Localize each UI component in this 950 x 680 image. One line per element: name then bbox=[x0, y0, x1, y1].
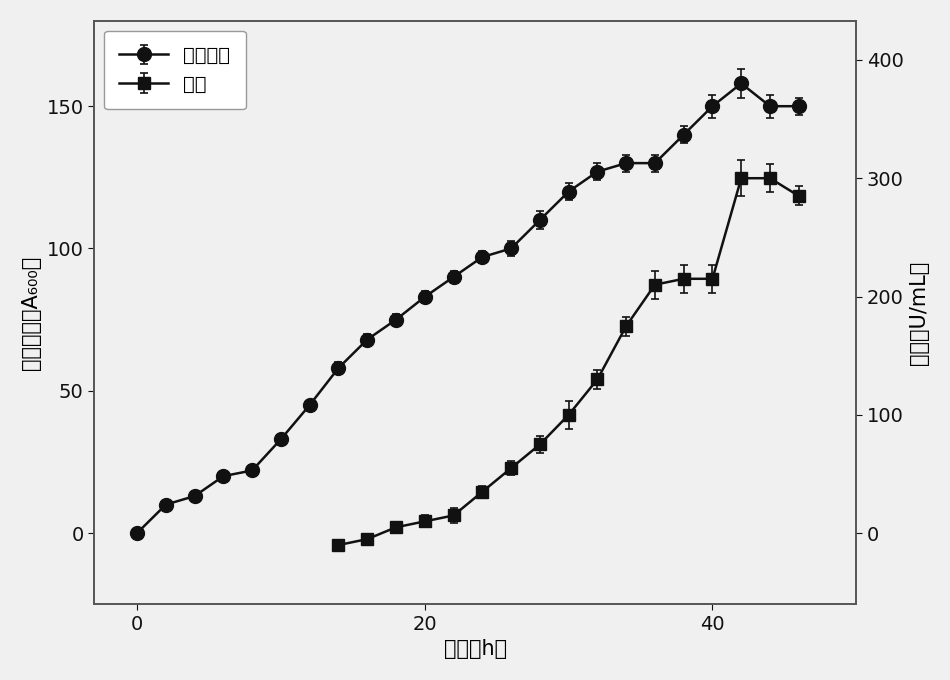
X-axis label: 时间（h）: 时间（h） bbox=[444, 639, 506, 659]
Y-axis label: 细胞密度（A₆₀₀）: 细胞密度（A₆₀₀） bbox=[21, 256, 41, 370]
Legend: 细胞密度, 酶活: 细胞密度, 酶活 bbox=[104, 31, 246, 109]
Y-axis label: 酶活（U/mL）: 酶活（U/mL） bbox=[909, 260, 929, 364]
